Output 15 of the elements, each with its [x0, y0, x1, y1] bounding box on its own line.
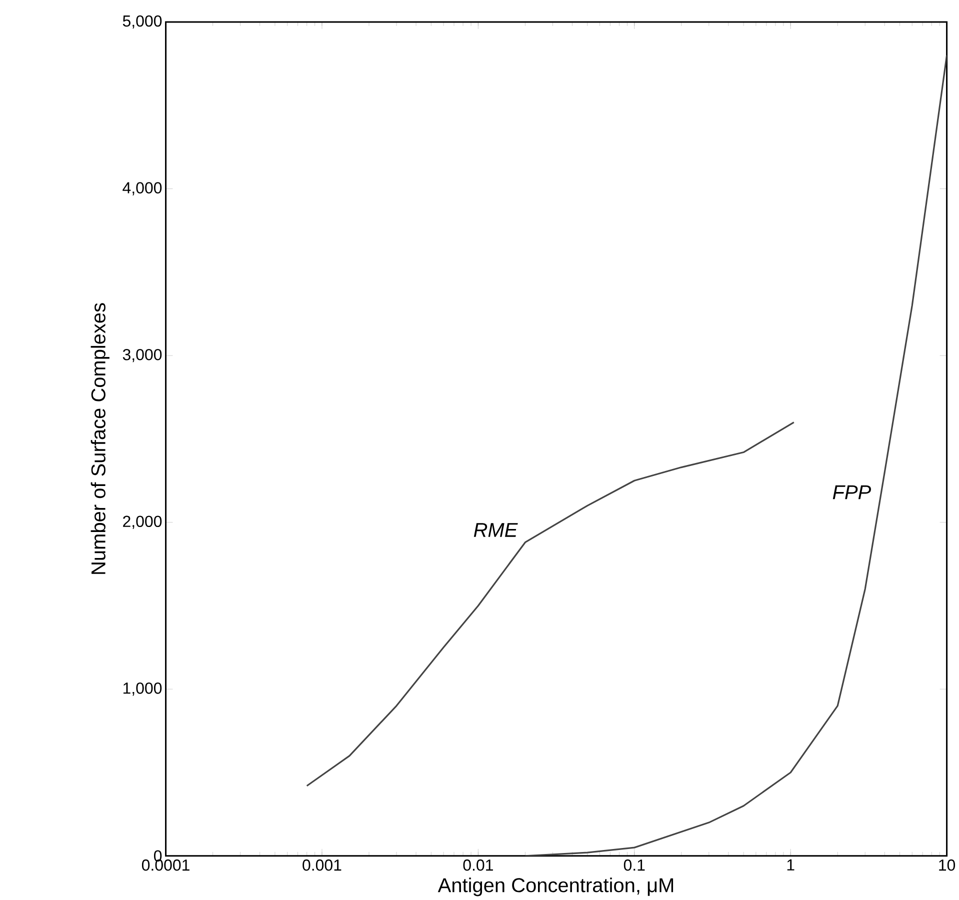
y-tick-label: 4,000: [122, 182, 162, 196]
series-label: FPP: [832, 486, 871, 500]
x-tick-label: 10: [939, 860, 956, 871]
y-tick-label: 2,000: [123, 516, 162, 530]
x-tick-label: 0.0001: [142, 860, 190, 871]
x-tick-label: 0.01: [463, 860, 493, 871]
x-tick-label: 1: [787, 860, 794, 871]
series-label: RME: [474, 523, 518, 538]
x-axis-title: Antigen Concentration, μM: [438, 878, 674, 896]
y-tick-label: 3,000: [122, 349, 162, 362]
y-axis-title: Number of Surface Complexes: [90, 303, 110, 574]
x-tick-label: 0.1: [624, 860, 645, 871]
x-tick-label: 0.001: [302, 860, 342, 871]
y-tick-label: 1,000: [123, 682, 162, 696]
y-tick-label: 5,000: [122, 16, 162, 29]
